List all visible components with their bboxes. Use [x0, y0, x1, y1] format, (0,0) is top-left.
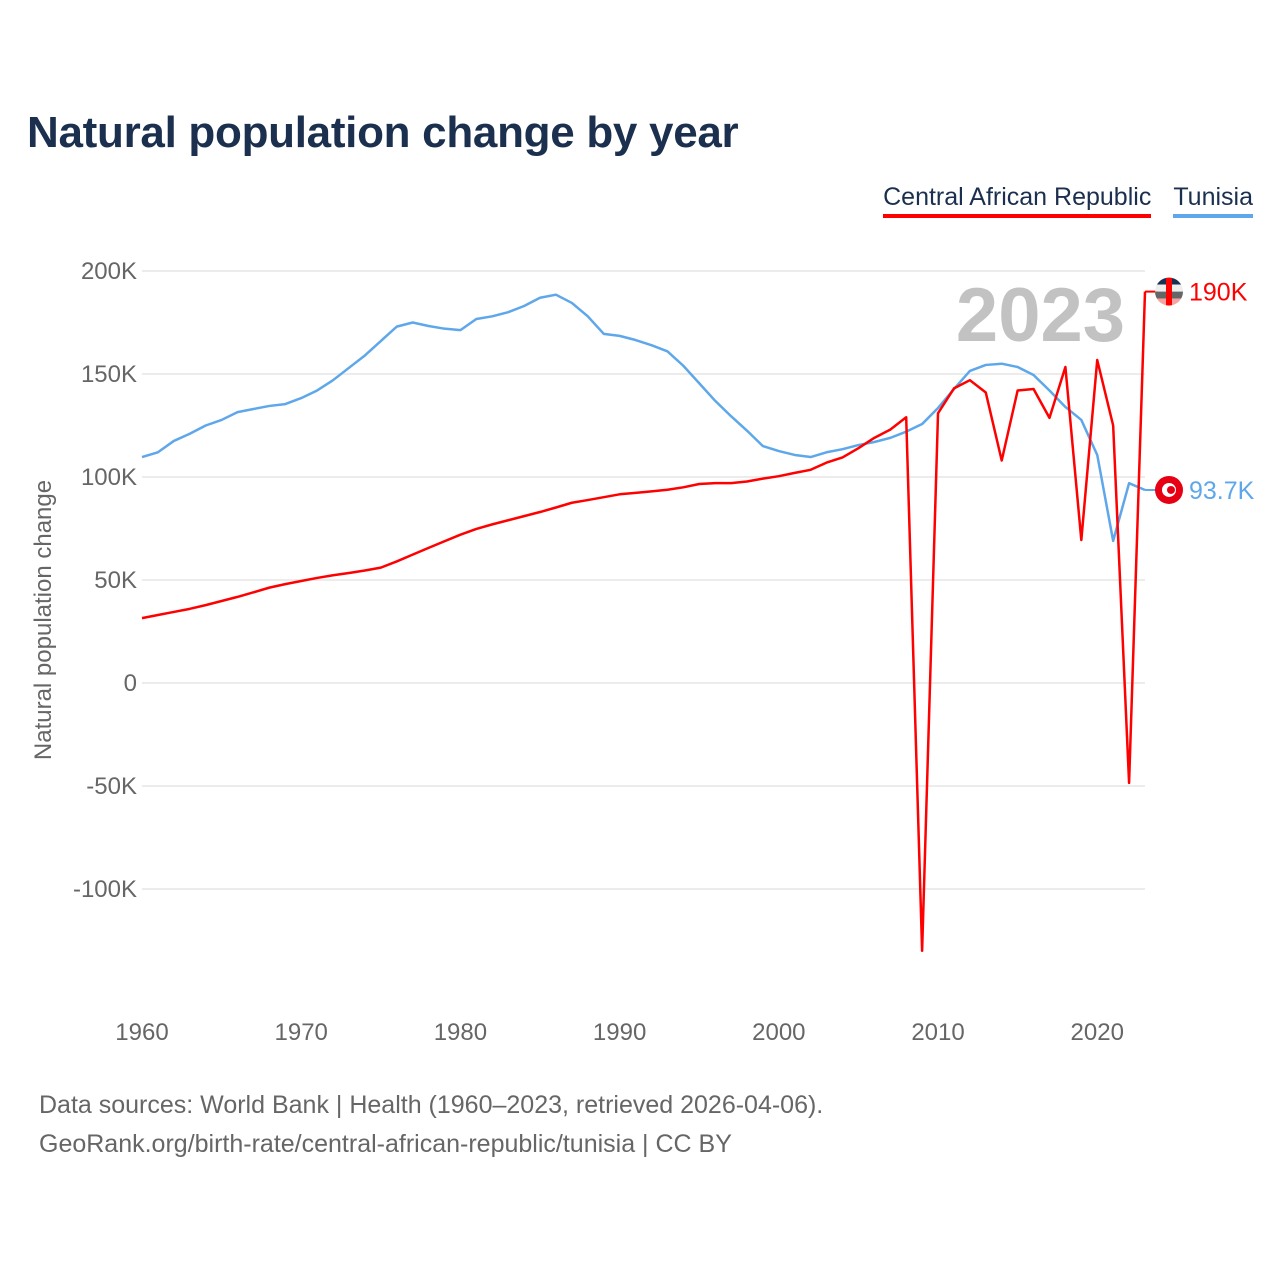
flag-band: [1166, 277, 1172, 306]
y-tick-label: 200K: [81, 258, 137, 285]
legend-item-tunisia[interactable]: Tunisia: [1173, 183, 1253, 218]
series-line-car: [141, 291, 1147, 953]
x-tick-label: 1980: [434, 1019, 487, 1046]
y-tick-label: -50K: [86, 773, 137, 800]
series-line-tunisia: [141, 293, 1146, 543]
x-tick-label: 2020: [1071, 1019, 1124, 1046]
end-value-label: 190K: [1189, 279, 1248, 307]
y-axis-label: Natural population change: [30, 480, 57, 760]
y-tick-label: 150K: [81, 361, 137, 388]
car-flag-icon: [1155, 277, 1183, 306]
flag-crescent: [1167, 485, 1175, 494]
x-tick-label: 1960: [115, 1019, 168, 1046]
legend-item-car[interactable]: Central African Republic: [883, 183, 1152, 218]
legend: Central African Republic Tunisia: [883, 183, 1253, 218]
source-link[interactable]: GeoRank.org/birth-rate/central-african-r…: [39, 1130, 732, 1158]
y-tick-label: 0: [124, 670, 137, 697]
flag-body: [1155, 277, 1183, 306]
y-tick-label: -100K: [73, 876, 137, 903]
chart-title: Natural population change by year: [27, 108, 739, 157]
year-watermark: 2023: [956, 273, 1125, 358]
x-tick-label: 1990: [593, 1019, 646, 1046]
x-tick-label: 1970: [275, 1019, 328, 1046]
footer: Data sources: World Bank | Health (1960–…: [39, 1086, 823, 1164]
y-tick-label: 100K: [81, 464, 137, 491]
end-value-label: 93.7K: [1189, 477, 1255, 505]
y-tick-label: 50K: [94, 567, 137, 594]
x-tick-label: 2000: [752, 1019, 805, 1046]
tunisia-flag-icon: [1155, 475, 1183, 504]
source-note: Data sources: World Bank | Health (1960–…: [39, 1091, 824, 1119]
x-tick-label: 2010: [911, 1019, 964, 1046]
